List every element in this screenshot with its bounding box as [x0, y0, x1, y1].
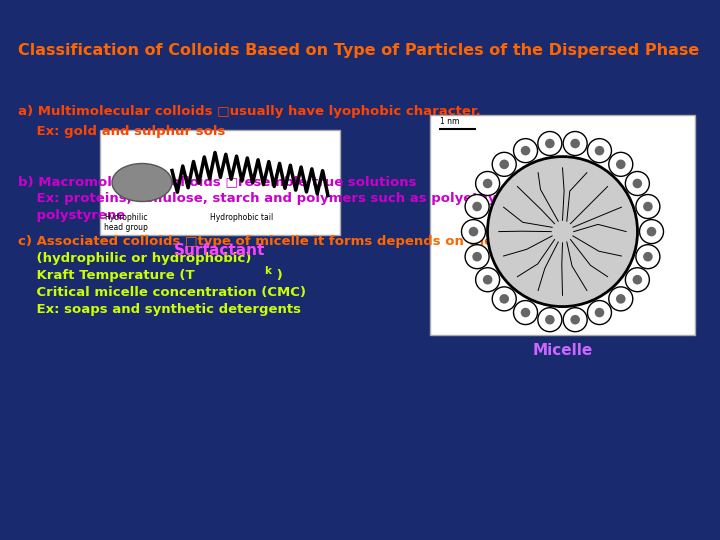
Circle shape [476, 172, 500, 195]
Circle shape [465, 194, 489, 219]
Circle shape [643, 252, 653, 261]
Circle shape [570, 139, 580, 148]
Text: Ex: proteins, cellulose, starch and polymers such as polyethylene, nylon and: Ex: proteins, cellulose, starch and poly… [18, 192, 612, 205]
Text: Hydrophilic
head group: Hydrophilic head group [104, 213, 148, 232]
Circle shape [595, 308, 604, 318]
FancyBboxPatch shape [100, 130, 340, 235]
Circle shape [647, 227, 657, 237]
Ellipse shape [112, 164, 172, 201]
Circle shape [616, 294, 626, 303]
Circle shape [626, 172, 649, 195]
Circle shape [476, 268, 500, 292]
Circle shape [636, 245, 660, 269]
Circle shape [521, 146, 531, 156]
Text: polystyrene: polystyrene [18, 209, 125, 222]
Circle shape [483, 179, 492, 188]
Circle shape [633, 179, 642, 188]
Circle shape [492, 287, 516, 311]
Circle shape [563, 132, 588, 156]
Circle shape [643, 202, 653, 211]
Circle shape [639, 220, 664, 244]
Circle shape [492, 152, 516, 177]
Text: c) Associated colloids □type of micelle it forms depends on the nature of solven: c) Associated colloids □type of micelle … [18, 235, 627, 248]
Circle shape [472, 202, 482, 211]
FancyBboxPatch shape [430, 115, 695, 335]
Circle shape [469, 227, 478, 237]
Circle shape [513, 139, 538, 163]
Text: k: k [264, 266, 271, 276]
Circle shape [500, 294, 509, 303]
Circle shape [487, 157, 637, 307]
Circle shape [595, 146, 604, 156]
Circle shape [472, 252, 482, 261]
Circle shape [483, 275, 492, 285]
Text: Critical micelle concentration (CMC): Critical micelle concentration (CMC) [18, 286, 306, 299]
Circle shape [636, 194, 660, 219]
Text: 1 nm: 1 nm [440, 117, 459, 126]
Text: Ex: gold and sulphur sols: Ex: gold and sulphur sols [18, 125, 225, 138]
Text: b) Macromolecular colloids □resemble true solutions: b) Macromolecular colloids □resemble tru… [18, 175, 416, 188]
Circle shape [500, 159, 509, 169]
Circle shape [609, 152, 633, 177]
Circle shape [616, 159, 626, 169]
Circle shape [545, 315, 554, 325]
Circle shape [513, 301, 538, 325]
Circle shape [609, 287, 633, 311]
Text: Classification of Colloids Based on Type of Particles of the Dispersed Phase: Classification of Colloids Based on Type… [18, 43, 699, 58]
Circle shape [563, 308, 588, 332]
Text: Ex: soaps and synthetic detergents: Ex: soaps and synthetic detergents [18, 303, 301, 316]
Circle shape [538, 308, 562, 332]
Text: Hydrophobic tail: Hydrophobic tail [210, 213, 274, 222]
Circle shape [538, 132, 562, 156]
Text: Kraft Temperature (T: Kraft Temperature (T [18, 269, 194, 282]
Circle shape [570, 315, 580, 325]
Text: ): ) [272, 269, 283, 282]
Circle shape [626, 268, 649, 292]
Circle shape [521, 308, 531, 318]
Circle shape [462, 220, 485, 244]
Circle shape [588, 301, 611, 325]
Text: (hydrophilic or hydrophobic): (hydrophilic or hydrophobic) [18, 252, 251, 265]
Text: Surfactant: Surfactant [174, 243, 266, 258]
Circle shape [633, 275, 642, 285]
Text: a) Multimolecular colloids □usually have lyophobic character.: a) Multimolecular colloids □usually have… [18, 105, 481, 118]
Text: Micelle: Micelle [532, 343, 593, 358]
Circle shape [465, 245, 489, 269]
Circle shape [588, 139, 611, 163]
Circle shape [545, 139, 554, 148]
